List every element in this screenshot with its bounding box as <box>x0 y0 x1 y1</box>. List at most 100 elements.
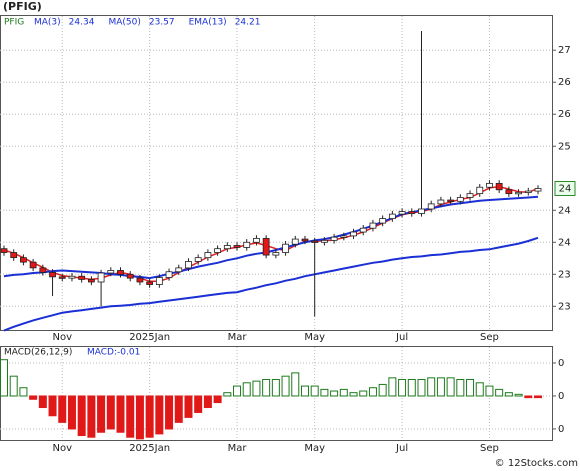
candle-body <box>534 188 542 192</box>
legend-name: MA(50) <box>108 18 140 28</box>
ma-line <box>3 236 539 332</box>
candle-body <box>78 275 86 280</box>
candle-body <box>476 186 484 195</box>
candle-body <box>272 252 280 256</box>
macd-bar <box>339 388 348 397</box>
macd-bar <box>349 392 358 397</box>
x-tick-label: 2025Jan <box>129 332 170 343</box>
macd-bar <box>456 378 465 397</box>
macd-bar <box>77 395 86 437</box>
candle-body <box>282 243 289 253</box>
macd-bar <box>223 392 232 397</box>
candle-body <box>165 271 173 278</box>
candle-body <box>515 191 522 195</box>
candle-body <box>253 238 260 243</box>
candle-body <box>311 240 319 243</box>
candle-body <box>107 270 115 274</box>
candle-body <box>320 239 328 243</box>
candle-body <box>10 252 18 259</box>
macd-bar <box>233 385 242 397</box>
y-tick-label: 0 <box>558 358 564 369</box>
y-tick-label: 23 <box>558 269 571 280</box>
candle-body <box>291 238 299 245</box>
macd-bar <box>58 395 67 423</box>
macd-bar <box>203 395 212 409</box>
macd-bar <box>466 378 475 397</box>
macd-bar <box>262 378 271 397</box>
y-tick-label: 23 <box>558 301 571 312</box>
price-tag-box <box>554 181 576 197</box>
macd-bar <box>495 388 504 397</box>
candle-body <box>398 211 406 215</box>
x-tick-label: May <box>304 332 325 343</box>
footer: © 12Stocks.com <box>495 458 578 469</box>
legend-name: MA(3) <box>34 18 61 28</box>
candle-body <box>136 277 144 283</box>
macd-value: MACD:-0.01 <box>87 348 140 358</box>
x-tick-label: Sep <box>480 443 499 454</box>
legend-value: 24.21 <box>235 18 261 28</box>
macd-bar <box>368 387 377 397</box>
candle-body <box>418 208 425 214</box>
macd-bar <box>436 377 445 397</box>
macd-bar <box>126 395 135 438</box>
macd-bar <box>174 395 183 423</box>
legend-symbol: PFIG <box>4 18 24 28</box>
macd-bar <box>291 372 300 397</box>
candle-body <box>194 257 202 262</box>
candle-body <box>466 193 474 198</box>
macd-bar <box>504 392 513 397</box>
candle-body <box>117 270 124 275</box>
macd-bar <box>145 395 154 438</box>
macd-bar <box>417 378 426 397</box>
candle-body <box>427 203 435 210</box>
macd-bar <box>213 395 222 404</box>
candle-body <box>0 248 8 253</box>
chart-title: (PFIG) <box>3 0 42 13</box>
candle-body <box>262 238 270 256</box>
candle-body <box>340 235 348 238</box>
legend: PFIG MA(3) 24.34 MA(50) 23.57 EMA(13) 24.21 <box>4 18 260 28</box>
macd-bar <box>29 395 38 400</box>
macd-bar <box>97 395 106 433</box>
macd-bar <box>38 395 47 409</box>
ma-line <box>3 195 539 280</box>
macd-bar <box>106 395 115 430</box>
candle-body <box>39 267 47 273</box>
candle-body <box>486 182 493 188</box>
macd-bar <box>300 385 309 397</box>
macd-bar <box>19 387 28 397</box>
x-tick-label: 2025Jan <box>129 443 170 454</box>
x-tick-label: Sep <box>480 332 499 343</box>
macd-bar <box>427 377 436 397</box>
candle-body <box>379 218 387 224</box>
macd-bar <box>165 395 174 430</box>
candle-body <box>204 252 212 259</box>
macd-title: MACD(26,12,9) <box>4 348 72 358</box>
macd-bar <box>0 359 8 397</box>
candle-body <box>87 279 95 283</box>
macd-bar <box>446 377 455 397</box>
candle-body <box>330 236 338 241</box>
y-tick-label: 0 <box>558 424 564 435</box>
candle-body <box>20 257 27 263</box>
candle-body <box>49 271 56 278</box>
macd-bar <box>155 395 164 435</box>
price-panel <box>0 15 553 331</box>
candle-body <box>223 245 231 250</box>
macd-bar <box>116 395 125 433</box>
macd-bar <box>252 380 261 397</box>
legend-name: EMA(13) <box>189 18 227 28</box>
macd-bar <box>310 385 319 397</box>
candle-body <box>185 261 192 269</box>
price-tag: 24 <box>559 184 572 195</box>
y-tick-label: 25 <box>558 141 571 152</box>
candle-body <box>505 189 513 195</box>
macd-bar <box>281 375 290 397</box>
candle-body <box>350 231 357 237</box>
candle-body <box>58 276 66 279</box>
candle-body <box>97 272 105 283</box>
candle-body <box>233 245 241 248</box>
y-tick-label: 0 <box>558 391 564 402</box>
